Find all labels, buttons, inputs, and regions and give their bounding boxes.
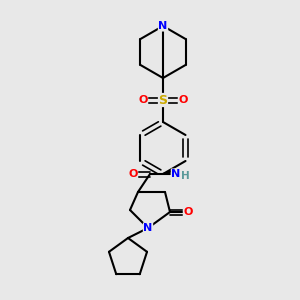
Text: N: N xyxy=(171,169,181,179)
Text: N: N xyxy=(158,21,168,31)
Text: N: N xyxy=(143,223,153,233)
Text: H: H xyxy=(181,171,189,181)
Text: O: O xyxy=(128,169,138,179)
Text: O: O xyxy=(178,95,188,105)
Text: S: S xyxy=(158,94,167,106)
Text: O: O xyxy=(138,95,148,105)
Text: O: O xyxy=(183,207,193,217)
